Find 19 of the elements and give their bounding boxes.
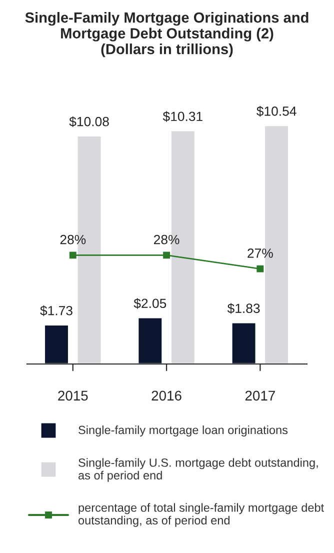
data-label: 28% xyxy=(154,234,180,244)
bar xyxy=(44,324,70,364)
legend-label: Single-family mortgage loan originations xyxy=(78,425,288,437)
data-label: 28% xyxy=(60,234,86,244)
legend-label: percentage of total single-family mortgage debt outstanding, as of period end xyxy=(78,503,324,527)
data-label: $10.54 xyxy=(256,106,296,117)
data-label: 27% xyxy=(248,248,273,258)
data-label: $1.83 xyxy=(227,303,260,314)
data-label: $10.08 xyxy=(69,116,109,128)
chart-title: Single-Family Mortgage Originations and Mortgage Debt Outstanding (2) (Dollars in trillions) xyxy=(25,12,308,58)
x-tick-label: 2017 xyxy=(245,390,275,401)
bar xyxy=(137,316,164,364)
data-label: $2.05 xyxy=(134,298,166,309)
x-tick-label: 2015 xyxy=(58,390,88,401)
data-label: $10.31 xyxy=(162,111,202,122)
legend-label: Single-family U.S. mortgage debt outstanding, as of period end xyxy=(78,458,318,482)
bar xyxy=(230,322,257,364)
x-tick-label: 2016 xyxy=(152,390,182,401)
data-label: $1.73 xyxy=(40,305,72,316)
